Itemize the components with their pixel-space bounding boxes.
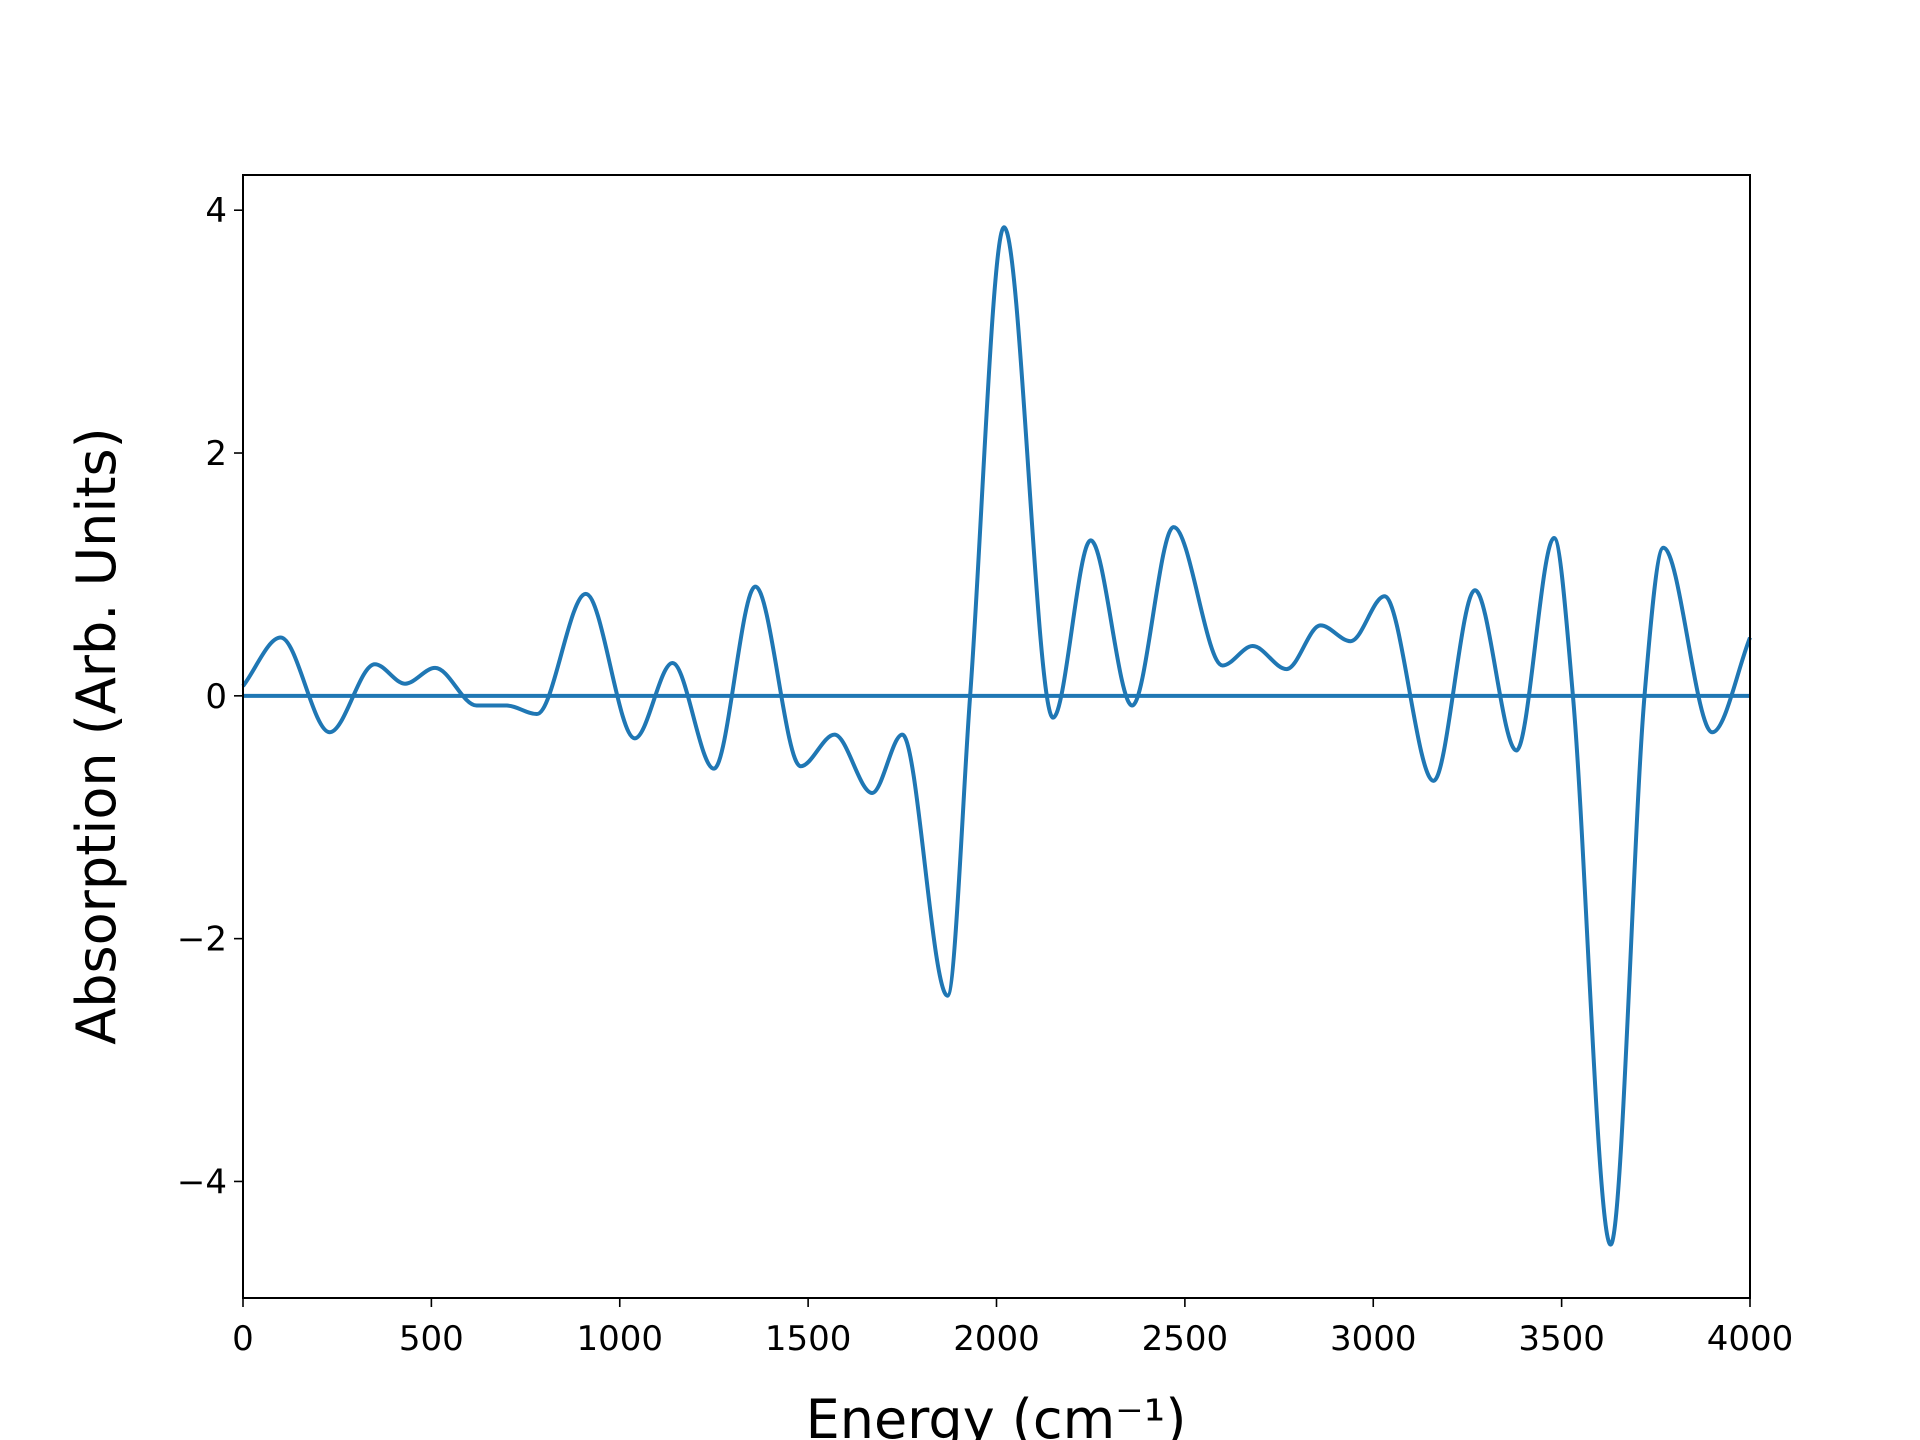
x-tick-label: 3500 bbox=[1518, 1319, 1605, 1359]
plot-frame bbox=[242, 174, 1751, 1299]
y-tick-label: 0 bbox=[205, 677, 227, 717]
x-tick-label: 2000 bbox=[953, 1319, 1040, 1359]
x-tick-label: 4000 bbox=[1707, 1319, 1794, 1359]
x-tick-label: 0 bbox=[232, 1319, 254, 1359]
data-line bbox=[241, 225, 1752, 1247]
x-axis-label: Energy (cm⁻¹) bbox=[806, 1388, 1187, 1440]
x-tick-label: 500 bbox=[399, 1319, 464, 1359]
x-tick-label: 2500 bbox=[1142, 1319, 1229, 1359]
y-axis-label: Absorption (Arb. Units) bbox=[65, 427, 128, 1044]
x-tick-label: 1500 bbox=[765, 1319, 852, 1359]
y-tick-label: 4 bbox=[205, 191, 227, 231]
y-tick-label: −2 bbox=[177, 920, 227, 960]
x-tick-label: 3000 bbox=[1330, 1319, 1417, 1359]
y-tick-label: 2 bbox=[205, 434, 227, 474]
y-tick-label: −4 bbox=[177, 1162, 227, 1202]
x-tick-label: 1000 bbox=[576, 1319, 663, 1359]
